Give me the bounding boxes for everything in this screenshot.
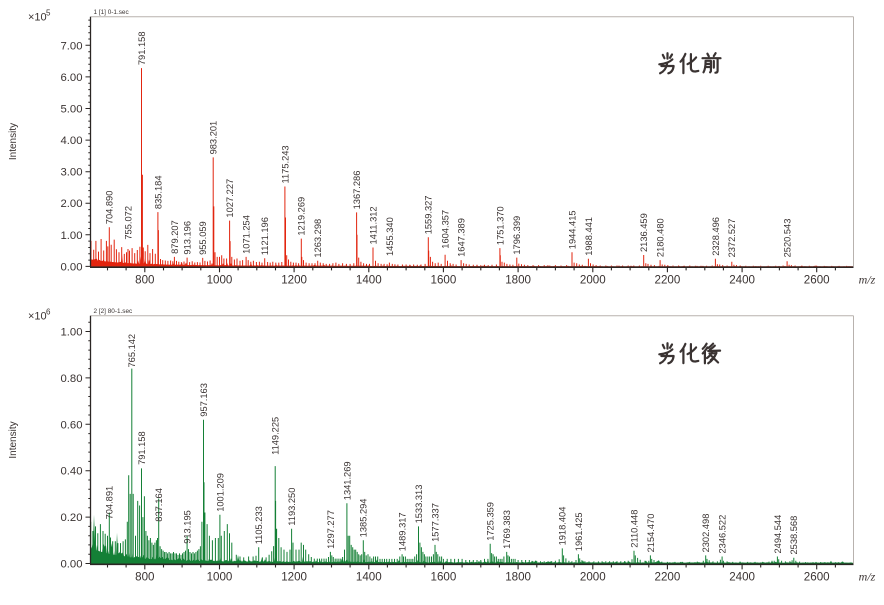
svg-text:1149.225: 1149.225: [271, 417, 281, 455]
svg-text:2302.498: 2302.498: [701, 514, 711, 553]
svg-text:791.158: 791.158: [137, 31, 147, 65]
svg-text:4.00: 4.00: [61, 135, 83, 147]
svg-text:2 [2] 80-1.sec: 2 [2] 80-1.sec: [94, 308, 134, 315]
svg-text:1071.254: 1071.254: [242, 215, 252, 254]
svg-text:1341.269: 1341.269: [342, 461, 352, 500]
svg-text:1988.441: 1988.441: [584, 217, 594, 256]
svg-text:1121.196: 1121.196: [260, 217, 270, 255]
svg-text:2538.568: 2538.568: [789, 516, 799, 555]
svg-text:6.00: 6.00: [61, 72, 83, 84]
svg-text:983.201: 983.201: [209, 121, 219, 155]
svg-text:1533.313: 1533.313: [414, 485, 424, 524]
svg-text:791.158: 791.158: [137, 431, 147, 465]
svg-text:755.072: 755.072: [123, 206, 133, 240]
svg-text:1263.298: 1263.298: [313, 219, 323, 258]
svg-text:0.40: 0.40: [61, 466, 83, 478]
svg-text:1200: 1200: [281, 273, 307, 286]
svg-text:1193.250: 1193.250: [287, 488, 297, 526]
svg-text:1.00: 1.00: [61, 230, 83, 242]
svg-text:955.059: 955.059: [198, 221, 208, 255]
svg-text:6: 6: [46, 308, 51, 317]
svg-text:1455.340: 1455.340: [385, 217, 395, 256]
svg-text:1385.294: 1385.294: [359, 499, 369, 538]
svg-text:1961.425: 1961.425: [574, 512, 584, 551]
svg-text:1400: 1400: [356, 273, 382, 286]
svg-text:0.20: 0.20: [61, 512, 83, 524]
svg-text:2200: 2200: [655, 571, 681, 584]
svg-text:1489.317: 1489.317: [398, 512, 408, 551]
svg-text:837.164: 837.164: [154, 488, 164, 522]
svg-text:2494.544: 2494.544: [773, 515, 783, 554]
svg-text:1800: 1800: [505, 273, 531, 286]
svg-text:1600: 1600: [431, 273, 457, 286]
svg-text:2400: 2400: [729, 571, 755, 584]
svg-text:2180.480: 2180.480: [656, 218, 666, 257]
svg-text:×10: ×10: [28, 311, 47, 323]
svg-text:0.00: 0.00: [61, 261, 83, 273]
svg-text:2600: 2600: [804, 571, 830, 584]
svg-text:1559.327: 1559.327: [424, 196, 434, 235]
svg-text:1000: 1000: [207, 571, 233, 584]
svg-text:2200: 2200: [655, 273, 681, 286]
svg-text:1400: 1400: [356, 571, 382, 584]
svg-text:1647.389: 1647.389: [457, 218, 467, 257]
svg-text:1769.383: 1769.383: [502, 510, 512, 549]
svg-text:1.00: 1.00: [61, 327, 83, 339]
svg-text:1751.370: 1751.370: [495, 206, 505, 245]
svg-text:2.00: 2.00: [61, 198, 83, 210]
svg-text:1200: 1200: [281, 571, 307, 584]
svg-text:2600: 2600: [804, 273, 830, 286]
svg-text:1367.286: 1367.286: [352, 171, 362, 210]
svg-text:3.00: 3.00: [61, 167, 83, 179]
svg-text:1725.359: 1725.359: [486, 502, 496, 541]
svg-text:879.207: 879.207: [170, 220, 180, 254]
svg-text:957.163: 957.163: [199, 383, 209, 417]
svg-text:2154.470: 2154.470: [646, 514, 656, 553]
svg-text:765.142: 765.142: [127, 334, 137, 368]
svg-text:0.00: 0.00: [61, 559, 83, 571]
svg-text:835.184: 835.184: [153, 175, 163, 209]
svg-text:1944.415: 1944.415: [567, 210, 577, 249]
svg-text:1297.277: 1297.277: [326, 510, 336, 549]
svg-text:800: 800: [135, 273, 154, 286]
svg-text:0.60: 0.60: [61, 419, 83, 431]
svg-text:7.00: 7.00: [61, 40, 83, 52]
svg-text:2372.527: 2372.527: [727, 219, 737, 258]
svg-text:704.890: 704.890: [105, 191, 115, 225]
svg-text:1604.357: 1604.357: [441, 210, 451, 249]
svg-text:0.80: 0.80: [61, 373, 83, 385]
svg-text:1175.243: 1175.243: [280, 145, 290, 183]
svg-text:1796.399: 1796.399: [512, 216, 522, 255]
svg-text:1219.269: 1219.269: [297, 197, 307, 236]
svg-text:1 [1] 0-1.sec: 1 [1] 0-1.sec: [94, 9, 130, 16]
svg-text:m/z: m/z: [859, 272, 876, 286]
svg-text:1027.227: 1027.227: [225, 179, 235, 218]
svg-text:×10: ×10: [28, 12, 47, 24]
svg-text:2520.543: 2520.543: [783, 219, 793, 258]
svg-text:1918.404: 1918.404: [558, 507, 568, 546]
svg-text:2346.522: 2346.522: [718, 515, 728, 554]
svg-text:2000: 2000: [580, 571, 606, 584]
svg-text:1577.337: 1577.337: [430, 503, 440, 542]
svg-text:1800: 1800: [505, 571, 531, 584]
svg-text:2328.496: 2328.496: [711, 217, 721, 256]
svg-text:m/z: m/z: [859, 570, 876, 584]
svg-text:5.00: 5.00: [61, 104, 83, 116]
svg-text:1001.209: 1001.209: [215, 473, 225, 512]
svg-text:2000: 2000: [580, 273, 606, 286]
svg-text:913.196: 913.196: [183, 221, 193, 255]
svg-text:2400: 2400: [729, 273, 755, 286]
svg-text:2136.459: 2136.459: [639, 213, 649, 252]
svg-text:704.891: 704.891: [105, 486, 115, 520]
svg-text:5: 5: [46, 9, 51, 18]
svg-text:800: 800: [135, 571, 154, 584]
svg-text:1105.233: 1105.233: [254, 506, 264, 544]
svg-text:Intensity: Intensity: [8, 123, 19, 160]
svg-text:Intensity: Intensity: [8, 421, 19, 458]
svg-text:1600: 1600: [431, 571, 457, 584]
svg-text:1411.312: 1411.312: [368, 206, 378, 244]
svg-text:1000: 1000: [207, 273, 233, 286]
svg-text:913.195: 913.195: [183, 510, 193, 544]
svg-text:2110.448: 2110.448: [629, 510, 639, 548]
